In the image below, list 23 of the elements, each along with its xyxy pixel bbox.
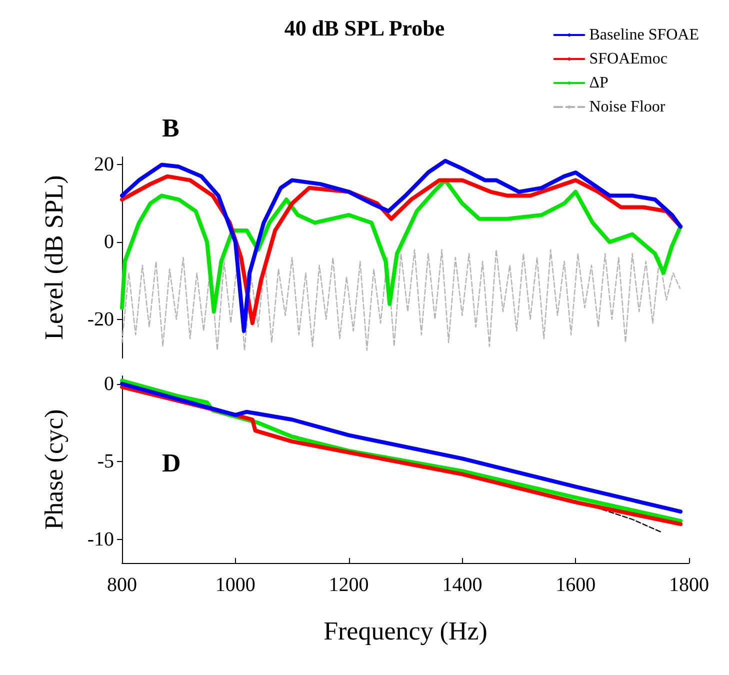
line-series <box>121 249 681 351</box>
annotation: D <box>162 448 181 478</box>
x-tick-label: 1400 <box>442 574 482 596</box>
y-axis-title: Level (dB SPL) <box>40 175 68 340</box>
x-tick-label: 1200 <box>328 574 369 596</box>
y-tick-label: 20 <box>94 154 114 176</box>
y-tick-label: -20 <box>87 308 114 330</box>
y-tick-label: -10 <box>87 528 114 551</box>
x-axis-title: Frequency (Hz) <box>324 616 488 646</box>
x-tick-label: 1000 <box>215 574 256 596</box>
x-tick-label: 800 <box>107 574 137 596</box>
x-tick-label: 1800 <box>669 574 709 596</box>
chart-title: 40 dB SPL Probe <box>284 16 445 40</box>
x-tick-label: 1600 <box>556 574 596 596</box>
y-tick-label: -5 <box>97 450 114 473</box>
legend-label: ΔP <box>589 74 609 92</box>
y-tick-label: 0 <box>104 231 114 254</box>
legend-label: SFOAEmoc <box>589 50 668 68</box>
text: B <box>162 114 180 142</box>
legend-label: Noise Floor <box>589 98 666 116</box>
y-axis-title: Phase (cyc) <box>40 409 68 530</box>
legend-label: Baseline SFOAE <box>589 26 700 44</box>
y-tick-label: 0 <box>104 372 114 395</box>
